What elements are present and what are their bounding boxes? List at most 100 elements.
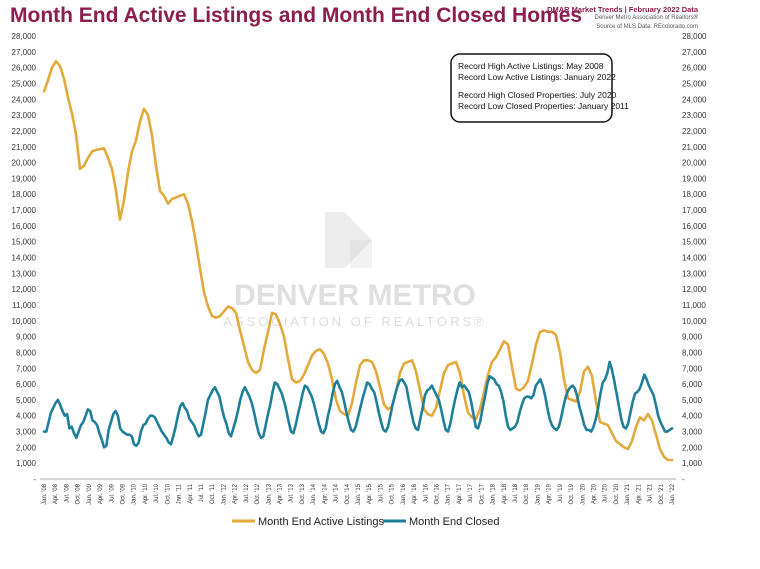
- y-tick-label-left: 8,000: [16, 348, 37, 357]
- x-tick-label: Apr. '19: [547, 483, 553, 504]
- y-tick-label-left: 12,000: [12, 285, 37, 294]
- annotation-line-1: Record High Active Listings: May 2008: [458, 61, 604, 71]
- y-tick-label-left: 1,000: [16, 459, 37, 468]
- y-tick-label-right: 13,000: [682, 269, 707, 278]
- y-tick-label-left: 17,000: [12, 206, 37, 215]
- y-tick-label-left: 15,000: [12, 238, 37, 247]
- y-tick-label-right: 26,000: [682, 64, 707, 73]
- x-tick-label: Apr. '09: [98, 483, 104, 504]
- annotation-line-2: Record Low Active Listings: January 2022: [458, 72, 616, 82]
- x-tick-label: Jul. '19: [558, 483, 564, 502]
- x-tick-label: Apr. '11: [188, 483, 194, 503]
- y-tick-label-right: 28,000: [682, 32, 707, 41]
- x-tick-label: Apr. '16: [412, 483, 418, 504]
- y-tick-label-left: 25,000: [12, 79, 37, 88]
- legend-label-closed: Month End Closed: [409, 516, 500, 528]
- y-tick-label-right: 10,000: [682, 317, 707, 326]
- source-block: DMAR Market Trends | February 2022 Data …: [547, 5, 698, 32]
- x-tick-label: Oct. '11: [210, 483, 216, 504]
- x-tick-label: Jul. '21: [648, 483, 654, 502]
- source-line-3: Source of MLS Data: REcolorado.com: [596, 24, 698, 30]
- series-line-closed: [42, 360, 674, 449]
- x-tick-label: Oct. '21: [659, 483, 665, 504]
- x-tick-label: Jan. '14: [311, 483, 317, 504]
- x-tick-label: Oct. '20: [614, 483, 620, 504]
- x-tick-label: Jul. '08: [64, 483, 70, 502]
- x-tick-label: Apr. '10: [143, 483, 149, 504]
- y-tick-label-right: 15,000: [682, 238, 707, 247]
- x-tick-label: Jan. '12: [221, 483, 227, 504]
- annotation-line-4: Record Low Closed Properties: January 20…: [458, 101, 629, 111]
- y-tick-label-right: 17,000: [682, 206, 707, 215]
- y-tick-label-left: 19,000: [12, 174, 37, 183]
- x-tick-label: Jan. '22: [670, 483, 676, 504]
- y-tick-label-left: 16,000: [12, 222, 37, 231]
- x-axis: Jan. '08 Apr. '08 Jul. '08 Oct. '08 Jan. '09…: [42, 483, 676, 504]
- x-tick-label: Jul. '14: [334, 483, 340, 502]
- y-tick-label-left: 22,000: [12, 127, 37, 136]
- x-tick-label: Jan. '16: [401, 483, 407, 504]
- x-tick-label: Jan. '13: [266, 483, 272, 504]
- y-tick-label-right: 16,000: [682, 222, 707, 231]
- x-tick-label: Apr. '08: [53, 483, 59, 504]
- y-tick-label-right: 27,000: [682, 48, 707, 57]
- x-tick-label: Jul. '15: [378, 483, 384, 502]
- y-axis-left: - 1,000 2,000 3,000 4,000 5,000 6,000 7,000 8,00…: [12, 32, 37, 484]
- annotation-line-3: Record High Closed Properties: July 2020: [458, 90, 617, 100]
- x-tick-label: Oct. '10: [165, 483, 171, 504]
- y-tick-label-right: 7,000: [682, 364, 703, 373]
- x-tick-label: Jul. '11: [199, 483, 205, 502]
- y-tick-label-left: 7,000: [16, 364, 37, 373]
- y-tick-label-right: 1,000: [682, 459, 703, 468]
- y-tick-label-right: 23,000: [682, 111, 707, 120]
- annotation-frame: [450, 53, 613, 123]
- y-tick-label-right: 24,000: [682, 95, 707, 104]
- x-tick-label: Jul. '17: [468, 483, 474, 502]
- y-tick-label-right: 6,000: [682, 380, 703, 389]
- y-tick-label-right: 8,000: [682, 348, 703, 357]
- x-tick-label: Oct. '19: [569, 483, 575, 504]
- y-tick-label-right: 21,000: [682, 143, 707, 152]
- x-tick-label: Oct. '17: [479, 483, 485, 504]
- x-tick-label: Oct. '18: [524, 483, 530, 504]
- x-tick-label: Jul. '18: [513, 483, 519, 502]
- x-tick-label: Oct. '13: [300, 483, 306, 504]
- watermark-line-2: ASSOCIATION OF REALTORS®: [223, 314, 487, 329]
- y-tick-label-left: 14,000: [12, 254, 37, 263]
- y-tick-label-left: 20,000: [12, 159, 37, 168]
- x-tick-label: Oct. '16: [435, 483, 441, 504]
- watermark-logo-accent-icon: [350, 240, 372, 268]
- x-tick-label: Jan. '08: [42, 483, 48, 504]
- x-tick-label: Apr. '21: [636, 483, 642, 504]
- y-tick-label-left: 23,000: [12, 111, 37, 120]
- source-line-2: Denver Metro Association of Realtors®: [594, 15, 698, 21]
- y-tick-label-left: 24,000: [12, 95, 37, 104]
- y-axis-right: - 1,000 2,000 3,000 4,000 5,000 6,000 7,000 8,00…: [682, 32, 707, 484]
- y-tick-label-right: 3,000: [682, 428, 703, 437]
- y-tick-label-left: 5,000: [16, 396, 37, 405]
- watermark: DENVER METRO ASSOCIATION OF REALTORS®: [223, 212, 487, 329]
- y-tick-label-left: 27,000: [12, 48, 37, 57]
- x-tick-label: Jan. '11: [177, 483, 183, 504]
- legend-label-active: Month End Active Listings: [258, 516, 384, 528]
- x-tick-label: Jan. '17: [446, 483, 452, 504]
- legend: Month End Active Listings Month End Clos…: [232, 516, 500, 528]
- x-tick-label: Oct. '14: [345, 483, 351, 504]
- y-tick-label-left: 9,000: [16, 333, 37, 342]
- watermark-logo-icon: [325, 212, 372, 268]
- x-tick-label: Jul. '12: [244, 483, 250, 502]
- y-tick-label-right: 18,000: [682, 190, 707, 199]
- x-tick-label: Jan. '21: [625, 483, 631, 504]
- x-tick-label: Apr. '13: [278, 483, 284, 504]
- x-tick-label: Jul. '10: [154, 483, 160, 502]
- x-tick-label: Jan. '15: [356, 483, 362, 504]
- y-tick-label-right: 12,000: [682, 285, 707, 294]
- x-tick-label: Apr. '18: [502, 483, 508, 504]
- y-tick-label-left: 3,000: [16, 428, 37, 437]
- y-tick-label-right: 11,000: [682, 301, 706, 310]
- x-tick-label: Apr. '12: [233, 483, 239, 504]
- y-tick-label-left: 10,000: [12, 317, 37, 326]
- x-tick-label: Jan. '20: [580, 483, 586, 504]
- y-tick-label-right: -: [682, 475, 685, 484]
